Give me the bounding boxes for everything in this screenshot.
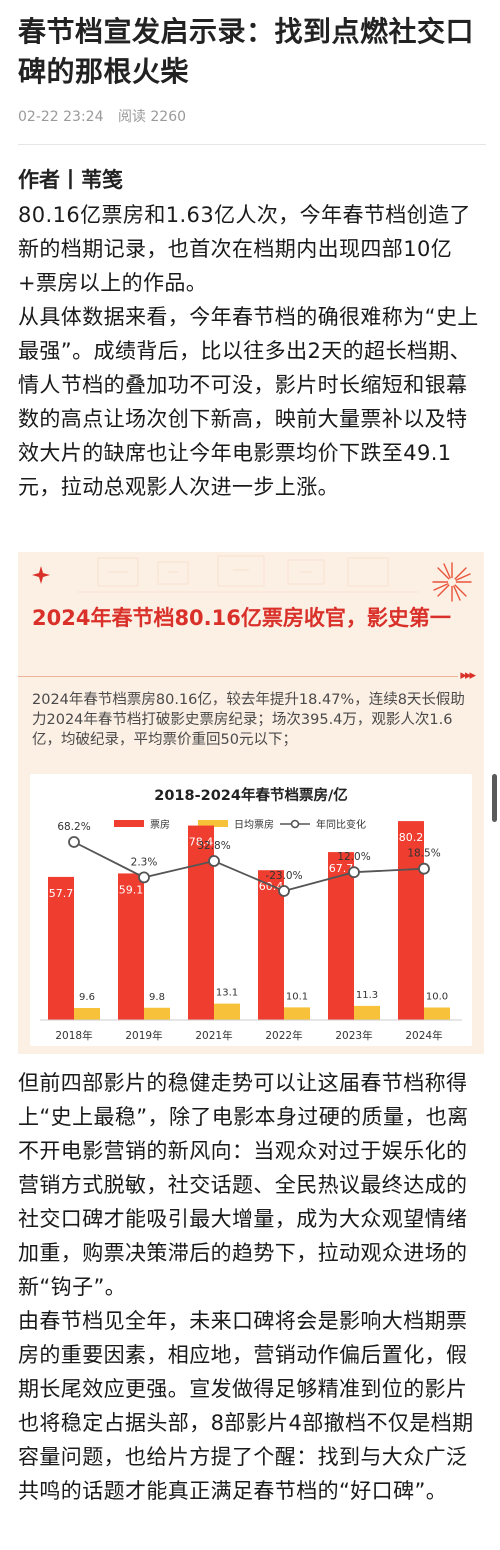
- yoy-label: 2.3%: [131, 856, 158, 868]
- yoy-point: [418, 862, 430, 875]
- paragraph-3: 但前四部影片的稳健走势可以让这届春节档称得上“史上最稳”，除了电影本身过硬的质量…: [18, 1071, 469, 1299]
- infographic-heading: 2024年春节档80.16亿票房收官，影史第一: [32, 606, 451, 630]
- x-tick-label: 2018年: [55, 1029, 92, 1042]
- paragraph-1: 80.16亿票房和1.63亿人次，今年春节档创造了新的档期记录，也首次在档期内出…: [18, 203, 471, 295]
- chart-card: 2018-2024年春节档票房/亿 票房 日均票房 年同比变化 57.7 9.6 201…: [30, 774, 472, 1046]
- legend-label-0: 票房: [150, 818, 170, 831]
- bar-daily-label: 9.8: [149, 992, 165, 1003]
- publish-date: 02-22 23:24: [18, 109, 104, 125]
- bar-boxoffice: [328, 852, 354, 1020]
- bar-daily: [144, 1007, 170, 1020]
- legend-marker-2: [290, 819, 300, 829]
- bar-boxoffice: [48, 876, 74, 1020]
- bar-daily: [284, 1007, 310, 1020]
- legend-swatch-0: [114, 820, 144, 827]
- x-tick-label: 2022年: [265, 1029, 302, 1042]
- legend-label-2: 年同比变化: [316, 818, 366, 831]
- sparkle-icon: [32, 566, 50, 584]
- yoy-point: [348, 866, 360, 879]
- bar-boxoffice: [258, 870, 284, 1020]
- read-count: 阅读 2260: [117, 109, 187, 125]
- arrows-decoration: ▸▸▸: [460, 668, 476, 683]
- yoy-point: [138, 871, 150, 884]
- bar-daily: [354, 1005, 380, 1020]
- infographic-description: 2024年春节档票房80.16亿，较去年提升18.47%，连续8天长假助力202…: [32, 692, 465, 748]
- bar-boxoffice: [118, 873, 144, 1020]
- yoy-label: 32.8%: [197, 840, 230, 852]
- bar-boxoffice: [188, 825, 214, 1020]
- x-tick-label: 2023年: [335, 1029, 372, 1042]
- bar-daily: [214, 1003, 240, 1020]
- bar-boxoffice-label: 80.2: [399, 831, 424, 844]
- yoy-label: 18.5%: [407, 848, 440, 860]
- bar-daily: [74, 1008, 100, 1020]
- bar-daily-label: 10.1: [286, 991, 308, 1002]
- yoy-point: [68, 836, 80, 848]
- bar-boxoffice-label: 67.7: [329, 862, 354, 875]
- bar-daily-label: 13.1: [216, 988, 238, 999]
- bar-daily: [424, 1007, 450, 1020]
- box-office-chart: 2018-2024年春节档票房/亿 票房 日均票房 年同比变化 57.7 9.6 201…: [40, 786, 462, 1042]
- article-title: 春节档宣发启示录：找到点燃社交口碑的那根火柴: [18, 15, 475, 88]
- yoy-point: [208, 855, 220, 867]
- yoy-label: 68.2%: [57, 821, 90, 833]
- author-line: 作者丨苇笺: [18, 168, 123, 192]
- bar-boxoffice: [398, 821, 424, 1020]
- bar-boxoffice-label: 59.1: [119, 883, 144, 896]
- box-office-infographic: 2024年春节档80.16亿票房收官，影史第一 ▸▸▸ 2024年春节档票房80…: [18, 552, 484, 1054]
- bar-daily-label: 11.3: [356, 990, 378, 1001]
- heading-underline: [18, 676, 458, 677]
- x-tick-label: 2021年: [195, 1029, 232, 1042]
- legend-label-1: 日均票房: [234, 818, 274, 831]
- paragraph-2: 从具体数据来看，今年春节档的确很难称为“史上最强”。成绩背后，比以往多出2天的超…: [18, 305, 479, 499]
- decorative-pattern: [78, 555, 418, 593]
- yoy-line: [73, 841, 425, 892]
- x-tick-label: 2019年: [125, 1029, 162, 1042]
- chart-title: 2018-2024年春节档票房/亿: [154, 786, 348, 804]
- bar-daily-label: 10.0: [426, 992, 448, 1003]
- yoy-label: -23.0%: [265, 870, 302, 882]
- meta-divider: [18, 144, 486, 145]
- paragraph-4: 由春节档见全年，未来口碑将会是影响大档期票房的重要因素，相应地，营销动作偏后置化…: [18, 1309, 474, 1503]
- bar-boxoffice-label: 78.4: [189, 836, 214, 849]
- legend-swatch-1: [198, 820, 228, 827]
- article-meta: 02-22 23:24 阅读 2260: [18, 106, 196, 126]
- yoy-point: [278, 885, 290, 897]
- firework-icon: [432, 562, 472, 602]
- yoy-label: 12.0%: [337, 851, 370, 863]
- x-tick-label: 2024年: [405, 1029, 442, 1042]
- bar-daily-label: 9.6: [79, 992, 95, 1003]
- bar-boxoffice-label: 57.7: [49, 887, 74, 900]
- scrollbar-thumb[interactable]: [492, 774, 497, 822]
- chart-legend: 票房 日均票房 年同比变化: [114, 818, 366, 831]
